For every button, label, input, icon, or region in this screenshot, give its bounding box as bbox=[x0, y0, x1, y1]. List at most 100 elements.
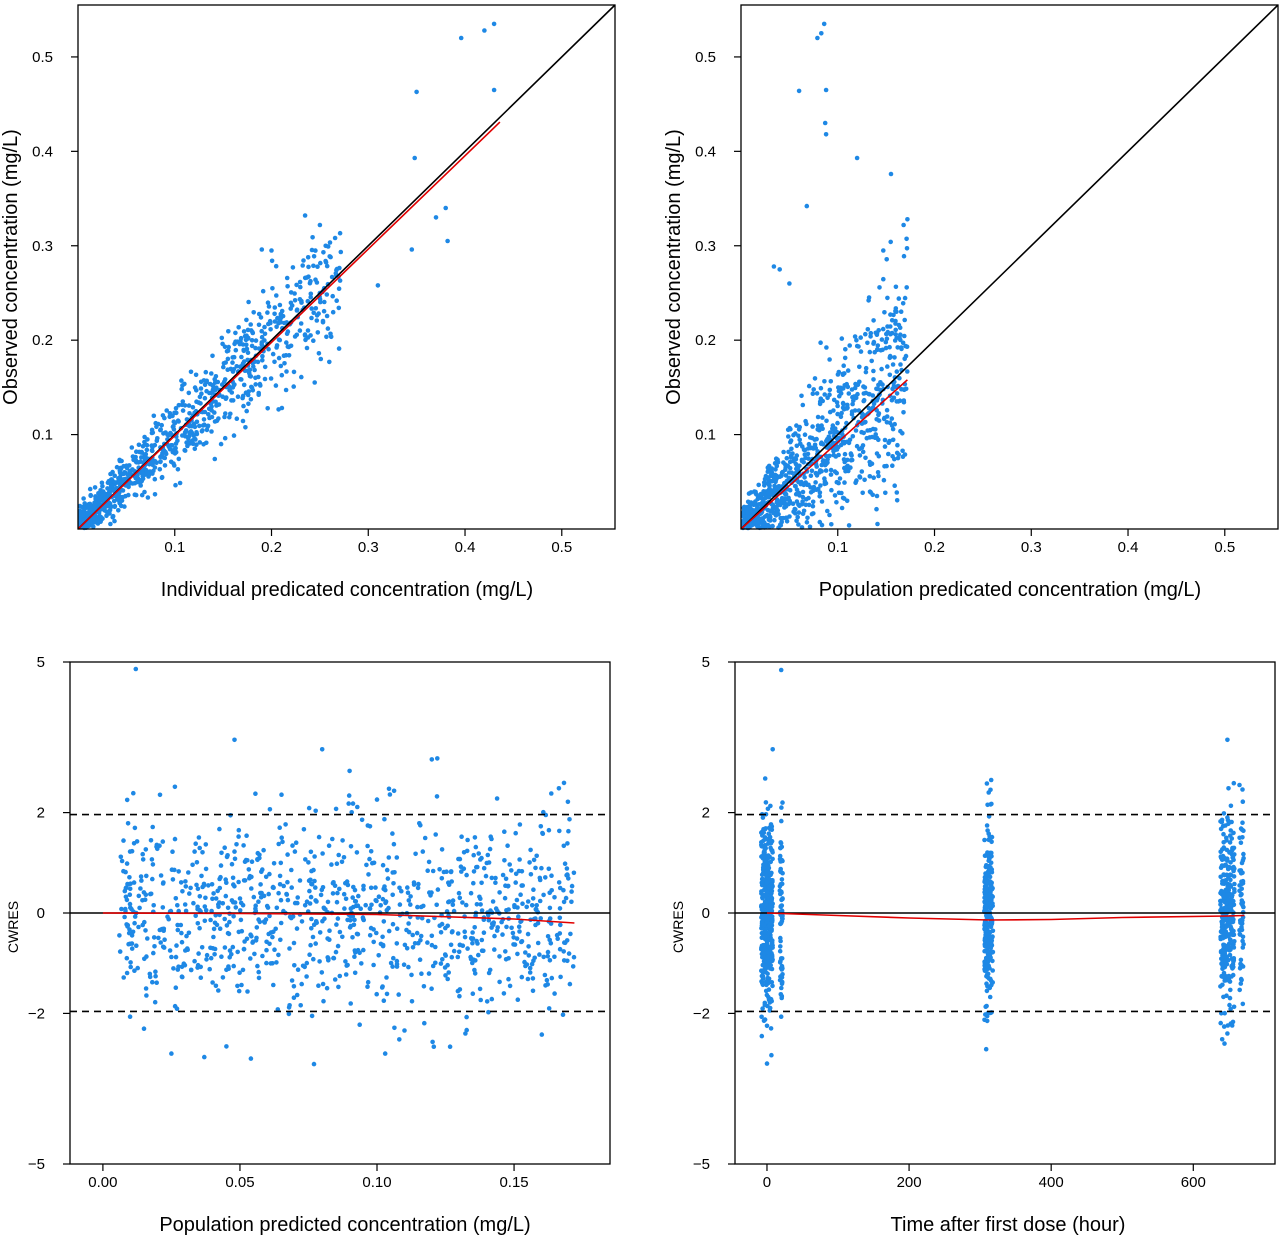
data-point bbox=[343, 896, 349, 902]
data-point bbox=[545, 949, 551, 955]
data-point bbox=[560, 1012, 566, 1017]
data-point bbox=[779, 881, 784, 887]
data-point bbox=[503, 883, 508, 888]
data-point bbox=[879, 337, 885, 342]
data-point bbox=[904, 236, 909, 242]
data-point bbox=[290, 265, 296, 270]
data-point bbox=[371, 962, 376, 968]
y-tick-label: 0.3 bbox=[695, 238, 716, 255]
data-point bbox=[140, 857, 146, 862]
data-point bbox=[208, 945, 213, 951]
data-point bbox=[835, 411, 840, 417]
data-point bbox=[876, 382, 881, 388]
data-point bbox=[309, 916, 314, 922]
data-point bbox=[230, 398, 236, 403]
data-point bbox=[831, 430, 837, 435]
data-point bbox=[272, 947, 277, 952]
data-point bbox=[311, 310, 317, 316]
data-point bbox=[885, 324, 890, 329]
data-point bbox=[761, 1018, 767, 1023]
data-point bbox=[323, 243, 329, 249]
data-point bbox=[763, 800, 769, 805]
data-point bbox=[139, 878, 144, 883]
data-point bbox=[401, 962, 407, 967]
data-point bbox=[117, 933, 122, 938]
data-point bbox=[854, 443, 860, 449]
data-point bbox=[514, 897, 520, 903]
data-point bbox=[225, 367, 230, 373]
data-point bbox=[790, 451, 795, 456]
data-point bbox=[254, 925, 260, 930]
data-point bbox=[408, 902, 413, 907]
data-point bbox=[291, 369, 297, 375]
data-point bbox=[764, 892, 770, 898]
data-point bbox=[904, 246, 910, 251]
data-point bbox=[337, 929, 343, 935]
data-point bbox=[374, 898, 379, 904]
data-point bbox=[219, 335, 225, 341]
data-point bbox=[493, 875, 498, 881]
data-point bbox=[882, 437, 888, 443]
data-point bbox=[353, 950, 358, 955]
data-point bbox=[456, 890, 462, 896]
data-point bbox=[1241, 851, 1246, 857]
data-point bbox=[355, 931, 361, 937]
data-point bbox=[128, 964, 133, 970]
data-point bbox=[219, 850, 224, 856]
data-point bbox=[380, 896, 386, 902]
data-point bbox=[894, 369, 900, 374]
data-point bbox=[220, 901, 226, 906]
data-point bbox=[365, 984, 370, 989]
data-point bbox=[759, 1014, 764, 1020]
reference-layer bbox=[70, 813, 610, 1013]
data-point bbox=[161, 928, 166, 933]
y-axis-label: CWRES bbox=[5, 901, 21, 953]
data-point bbox=[239, 354, 244, 360]
data-point bbox=[338, 249, 344, 255]
data-point bbox=[212, 456, 218, 462]
data-point bbox=[762, 520, 767, 525]
data-point bbox=[292, 900, 298, 906]
data-point bbox=[783, 492, 788, 497]
y-tick-label: 0.2 bbox=[695, 332, 716, 349]
data-point bbox=[499, 919, 504, 925]
data-point bbox=[871, 377, 876, 382]
data-point bbox=[760, 970, 766, 975]
data-point bbox=[789, 470, 795, 476]
data-point bbox=[1229, 928, 1234, 933]
data-point bbox=[294, 332, 300, 338]
data-point bbox=[789, 446, 794, 452]
data-point bbox=[797, 503, 802, 509]
data-point bbox=[399, 888, 404, 894]
data-point bbox=[161, 880, 166, 885]
data-point bbox=[155, 436, 160, 441]
data-point bbox=[329, 862, 334, 867]
data-point bbox=[894, 335, 899, 341]
data-point bbox=[817, 490, 823, 495]
data-point bbox=[1240, 1001, 1246, 1007]
data-point bbox=[215, 379, 221, 385]
data-point bbox=[491, 87, 497, 93]
data-point bbox=[517, 857, 522, 862]
data-point bbox=[431, 1044, 437, 1049]
data-point bbox=[422, 835, 428, 841]
data-point bbox=[439, 876, 445, 881]
data-point bbox=[209, 371, 214, 376]
data-point bbox=[526, 944, 531, 949]
data-point bbox=[412, 941, 418, 946]
data-point bbox=[890, 362, 896, 367]
data-point bbox=[501, 991, 507, 996]
data-point bbox=[459, 869, 464, 874]
data-point bbox=[863, 369, 869, 375]
data-point bbox=[188, 885, 193, 891]
data-point bbox=[763, 524, 769, 530]
data-point bbox=[194, 419, 200, 425]
data-point bbox=[371, 927, 376, 932]
data-point bbox=[1226, 957, 1231, 963]
data-point bbox=[129, 946, 135, 951]
data-point bbox=[565, 841, 570, 846]
data-point bbox=[765, 469, 771, 475]
data-point bbox=[853, 394, 859, 399]
data-point bbox=[761, 480, 767, 485]
data-point bbox=[778, 845, 783, 851]
